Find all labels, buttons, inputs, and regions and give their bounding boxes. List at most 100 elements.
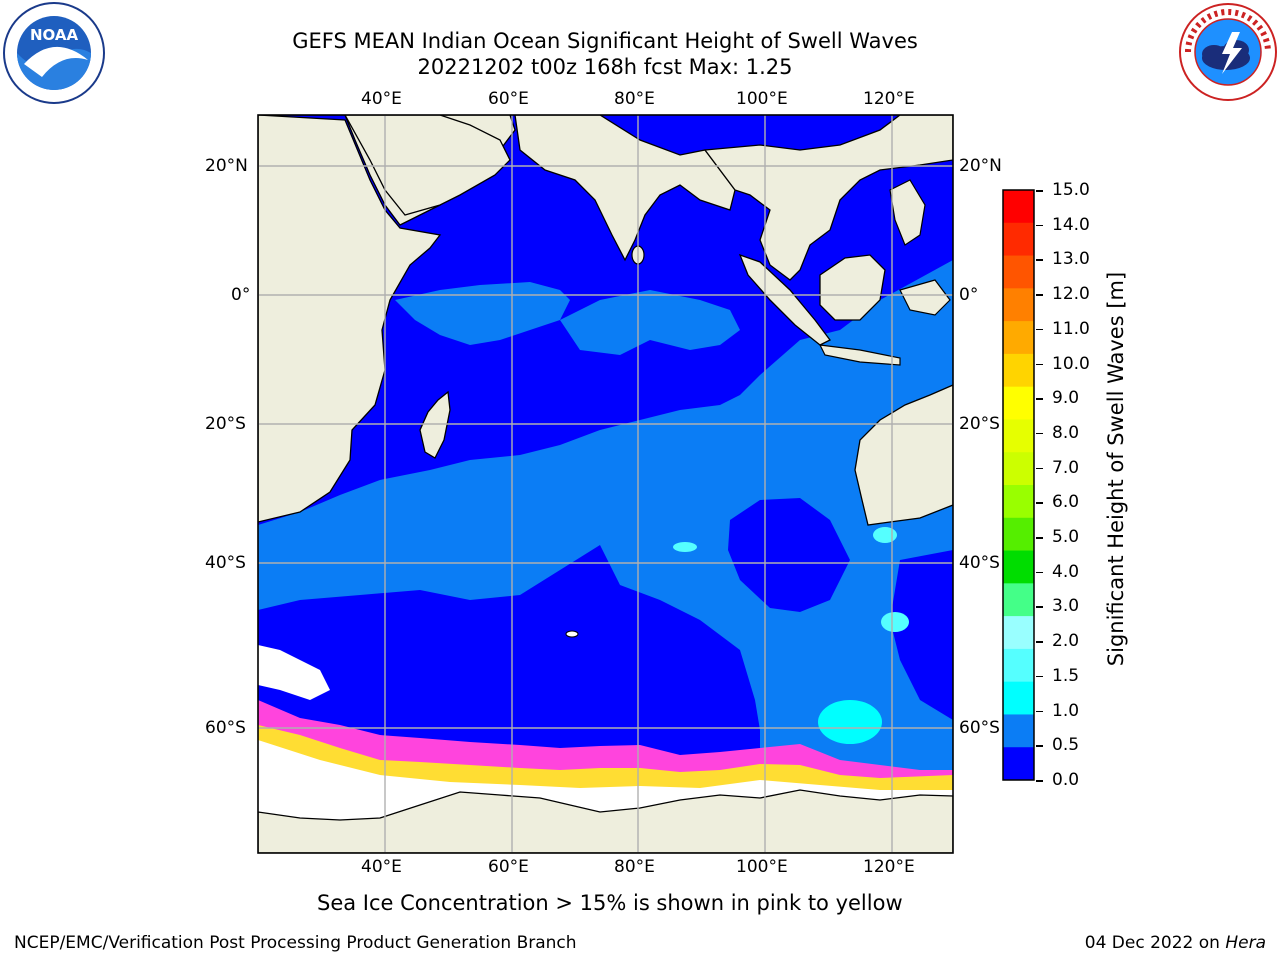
colorbar-tick-label: 6.0 [1052,492,1080,513]
colorbar-band [1003,648,1034,683]
colorbar-tick-label: 12.0 [1052,284,1090,305]
colorbar-tick-label: 0.0 [1052,770,1080,790]
colorbar-tick-mark [1036,224,1043,227]
colorbar-band [1003,321,1034,355]
land-africa [258,115,516,523]
colorbar-tick-label: 7.0 [1052,457,1080,478]
colorbar-tick-mark [1036,641,1043,643]
land-arabia [344,115,511,216]
colorbar-tick-label: 1.0 [1052,700,1080,721]
colorbar-tick-label: 2.0 [1052,631,1080,652]
footer-machine: Hera [1225,933,1266,953]
footer-timestamp: 04 Dec 2022 on Hera [1085,933,1266,953]
lat-tick-left: 20°S [205,414,246,434]
lon-tick-top: 60°E [488,89,529,109]
lon-tick-bottom: 100°E [736,857,788,877]
ocean-swell-05-10-equatorial [395,282,570,345]
colorbar-tick-mark [1036,328,1043,331]
colorbar-band [1003,681,1034,715]
land-java [818,344,901,366]
colorbar-band [1003,747,1034,781]
swell-patch-10-15 [881,612,909,632]
colorbar-tick-mark [1036,432,1043,435]
land-sulawesi [899,279,951,316]
colorbar-band [1003,550,1034,584]
sea-ice-caption: Sea Ice Concentration > 15% is shown in … [317,891,903,915]
colorbar-tick-label: 0.5 [1052,735,1080,756]
lat-tick-right: 40°S [959,553,1000,573]
colorbar-tick-mark [1036,780,1043,782]
colorbar-band [1003,452,1034,486]
ocean-swell-05-10-central [560,290,740,355]
colorbar-band [1003,353,1034,388]
lon-tick-top: 80°E [614,89,655,109]
ocean-swell-00-05-east [890,550,953,720]
land-southeast-asia [703,115,953,281]
noaa-logo-icon: NOAA [3,2,105,104]
colorbar-tick-mark [1036,502,1043,504]
colorbar-tick-mark [1036,398,1043,400]
colorbar-tick-mark [1036,606,1043,608]
colorbar-tick-label: 13.0 [1052,249,1090,270]
lat-tick-right: 20°S [959,414,1000,434]
colorbar-tick-label: 11.0 [1052,318,1090,339]
colorbar-band [1003,485,1034,519]
map-frame [257,114,954,854]
colorbar-tick-label: 10.0 [1052,353,1090,374]
lat-tick-right: 20°N [959,156,1002,176]
colorbar-band [1003,288,1034,322]
chart-subtitle: 20221202 t00z 168h fcst Max: 1.25 [417,55,793,79]
colorbar-tick-mark [1036,675,1043,678]
sea-ice-patch [258,645,330,700]
lon-tick-top: 100°E [736,89,788,109]
colorbar-tick-mark [1036,294,1043,296]
colorbar-tick-label: 1.5 [1052,665,1080,686]
colorbar-tick-label: 15.0 [1052,180,1090,200]
colorbar-tick-mark [1036,190,1043,192]
colorbar-tick-mark [1036,363,1043,366]
ocean-swell-00-05-south [258,545,760,770]
colorbar-band [1003,714,1034,748]
lon-tick-top: 120°E [863,89,915,109]
colorbar-band [1003,517,1034,552]
colorbar-band [1003,583,1034,617]
colorbar-tick-mark [1036,537,1043,539]
colorbar-tick-label: 5.0 [1052,527,1080,548]
lat-tick-left: 20°N [205,156,248,176]
colorbar-label: Significant Height of Swell Waves [m] [1104,271,1128,667]
graticule [258,115,953,853]
nws-logo-icon [1179,3,1277,101]
land-philippines [889,179,926,246]
swell-patch-10-15 [818,700,882,744]
chart-title: GEFS MEAN Indian Ocean Significant Heigh… [292,29,918,53]
lat-tick-right: 0° [959,285,979,305]
lon-tick-bottom: 120°E [863,857,915,877]
colorbar-band [1003,419,1034,453]
land-india [514,115,736,262]
lon-tick-bottom: 60°E [488,857,529,877]
colorbar-tick-mark [1036,745,1043,747]
land-madagascar [419,390,451,459]
colorbar-tick-mark [1036,467,1043,470]
lon-tick-bottom: 40°E [361,857,402,877]
noaa-logo-text: NOAA [30,26,79,44]
swell-patch-10-15 [873,527,897,543]
colorbar-tick-label: 3.0 [1052,596,1080,617]
colorbar-tick-label: 8.0 [1052,422,1080,443]
lat-tick-left: 40°S [205,553,246,573]
colorbar-tick-label: 14.0 [1052,214,1090,235]
colorbar-tick-mark [1036,571,1043,574]
colorbar-band [1003,616,1034,650]
colorbar-band [1003,255,1034,289]
lon-tick-bottom: 80°E [614,857,655,877]
colorbar [1002,189,1035,781]
colorbar-tick-mark [1036,259,1043,261]
land-sumatra [738,253,831,346]
land-antarctica [258,789,953,853]
land-borneo [819,254,886,321]
colorbar-frame [1002,189,1035,781]
lon-tick-top: 40°E [361,89,402,109]
colorbar-tick-label: 4.0 [1052,561,1080,582]
ocean-swell-00-05-southeast [728,498,850,612]
